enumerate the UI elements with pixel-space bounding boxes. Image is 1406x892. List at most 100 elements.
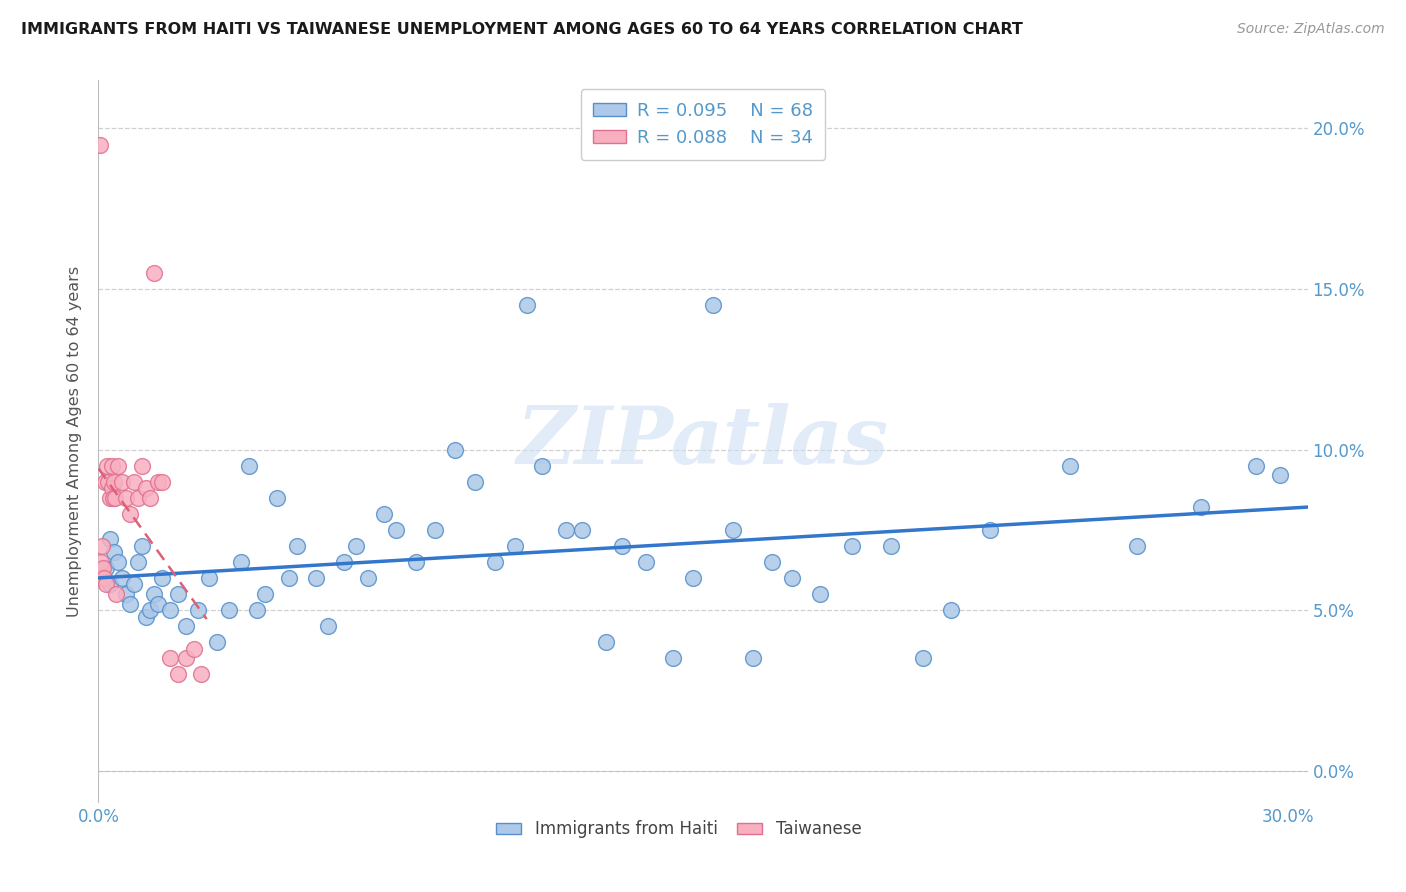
Point: [841, 539, 863, 553]
Point: [159, 603, 181, 617]
Point: [98, 533, 121, 547]
Point: [190, 667, 212, 681]
Point: [238, 458, 260, 473]
Point: [98, 577, 121, 591]
Point: [101, 481, 124, 495]
Y-axis label: Unemployment Among Ages 60 to 64 years: Unemployment Among Ages 60 to 64 years: [67, 266, 83, 617]
Point: [103, 475, 125, 489]
Point: [516, 298, 538, 312]
Point: [285, 539, 308, 553]
Point: [91, 561, 114, 575]
Point: [103, 545, 125, 559]
Point: [96, 458, 118, 473]
Point: [721, 523, 744, 537]
Text: IMMIGRANTS FROM HAITI VS TAIWANESE UNEMPLOYMENT AMONG AGES 60 TO 64 YEARS CORREL: IMMIGRANTS FROM HAITI VS TAIWANESE UNEMP…: [21, 22, 1024, 37]
Point: [93, 571, 115, 585]
Point: [131, 458, 153, 473]
Point: [166, 667, 188, 681]
Point: [159, 651, 181, 665]
Point: [96, 577, 118, 591]
Point: [808, 587, 831, 601]
Point: [207, 635, 229, 649]
Point: [98, 491, 121, 505]
Point: [96, 561, 118, 575]
Point: [531, 458, 554, 473]
Point: [94, 475, 117, 489]
Point: [911, 651, 934, 665]
Point: [122, 475, 145, 489]
Point: [305, 571, 328, 585]
Point: [571, 523, 593, 537]
Point: [484, 555, 506, 569]
Point: [100, 458, 122, 473]
Point: [146, 597, 169, 611]
Point: [103, 491, 125, 505]
Point: [1244, 458, 1267, 473]
Point: [90, 555, 112, 569]
Point: [139, 603, 162, 617]
Point: [146, 475, 169, 489]
Point: [142, 587, 165, 601]
Point: [120, 597, 142, 611]
Point: [880, 539, 903, 553]
Text: Source: ZipAtlas.com: Source: ZipAtlas.com: [1237, 22, 1385, 37]
Point: [89, 571, 111, 585]
Text: ZIPatlas: ZIPatlas: [517, 403, 889, 480]
Point: [610, 539, 633, 553]
Point: [198, 571, 221, 585]
Point: [107, 458, 129, 473]
Point: [104, 491, 127, 505]
Point: [107, 555, 129, 569]
Point: [464, 475, 486, 489]
Point: [183, 641, 205, 656]
Point: [127, 491, 149, 505]
Point: [682, 571, 704, 585]
Point: [111, 571, 134, 585]
Point: [741, 651, 763, 665]
Point: [231, 555, 253, 569]
Point: [357, 571, 380, 585]
Point: [444, 442, 467, 457]
Point: [373, 507, 395, 521]
Point: [1059, 458, 1081, 473]
Point: [318, 619, 340, 633]
Point: [174, 651, 197, 665]
Point: [135, 609, 157, 624]
Point: [333, 555, 356, 569]
Point: [1189, 500, 1212, 515]
Legend: Immigrants from Haiti, Taiwanese: Immigrants from Haiti, Taiwanese: [489, 814, 868, 845]
Point: [218, 603, 240, 617]
Point: [344, 539, 367, 553]
Point: [89, 137, 111, 152]
Point: [595, 635, 617, 649]
Point: [384, 523, 406, 537]
Point: [91, 539, 114, 553]
Point: [135, 481, 157, 495]
Point: [1126, 539, 1149, 553]
Point: [702, 298, 724, 312]
Point: [555, 523, 578, 537]
Point: [105, 587, 128, 601]
Point: [266, 491, 288, 505]
Point: [97, 475, 120, 489]
Point: [115, 491, 138, 505]
Point: [115, 587, 138, 601]
Point: [174, 619, 197, 633]
Point: [425, 523, 447, 537]
Point: [142, 266, 165, 280]
Point: [139, 491, 162, 505]
Point: [939, 603, 962, 617]
Point: [150, 571, 173, 585]
Point: [662, 651, 685, 665]
Point: [166, 587, 188, 601]
Point: [761, 555, 783, 569]
Point: [111, 475, 134, 489]
Point: [405, 555, 427, 569]
Point: [131, 539, 153, 553]
Point: [150, 475, 173, 489]
Point: [503, 539, 526, 553]
Point: [186, 603, 208, 617]
Point: [634, 555, 657, 569]
Point: [1268, 468, 1291, 483]
Point: [122, 577, 145, 591]
